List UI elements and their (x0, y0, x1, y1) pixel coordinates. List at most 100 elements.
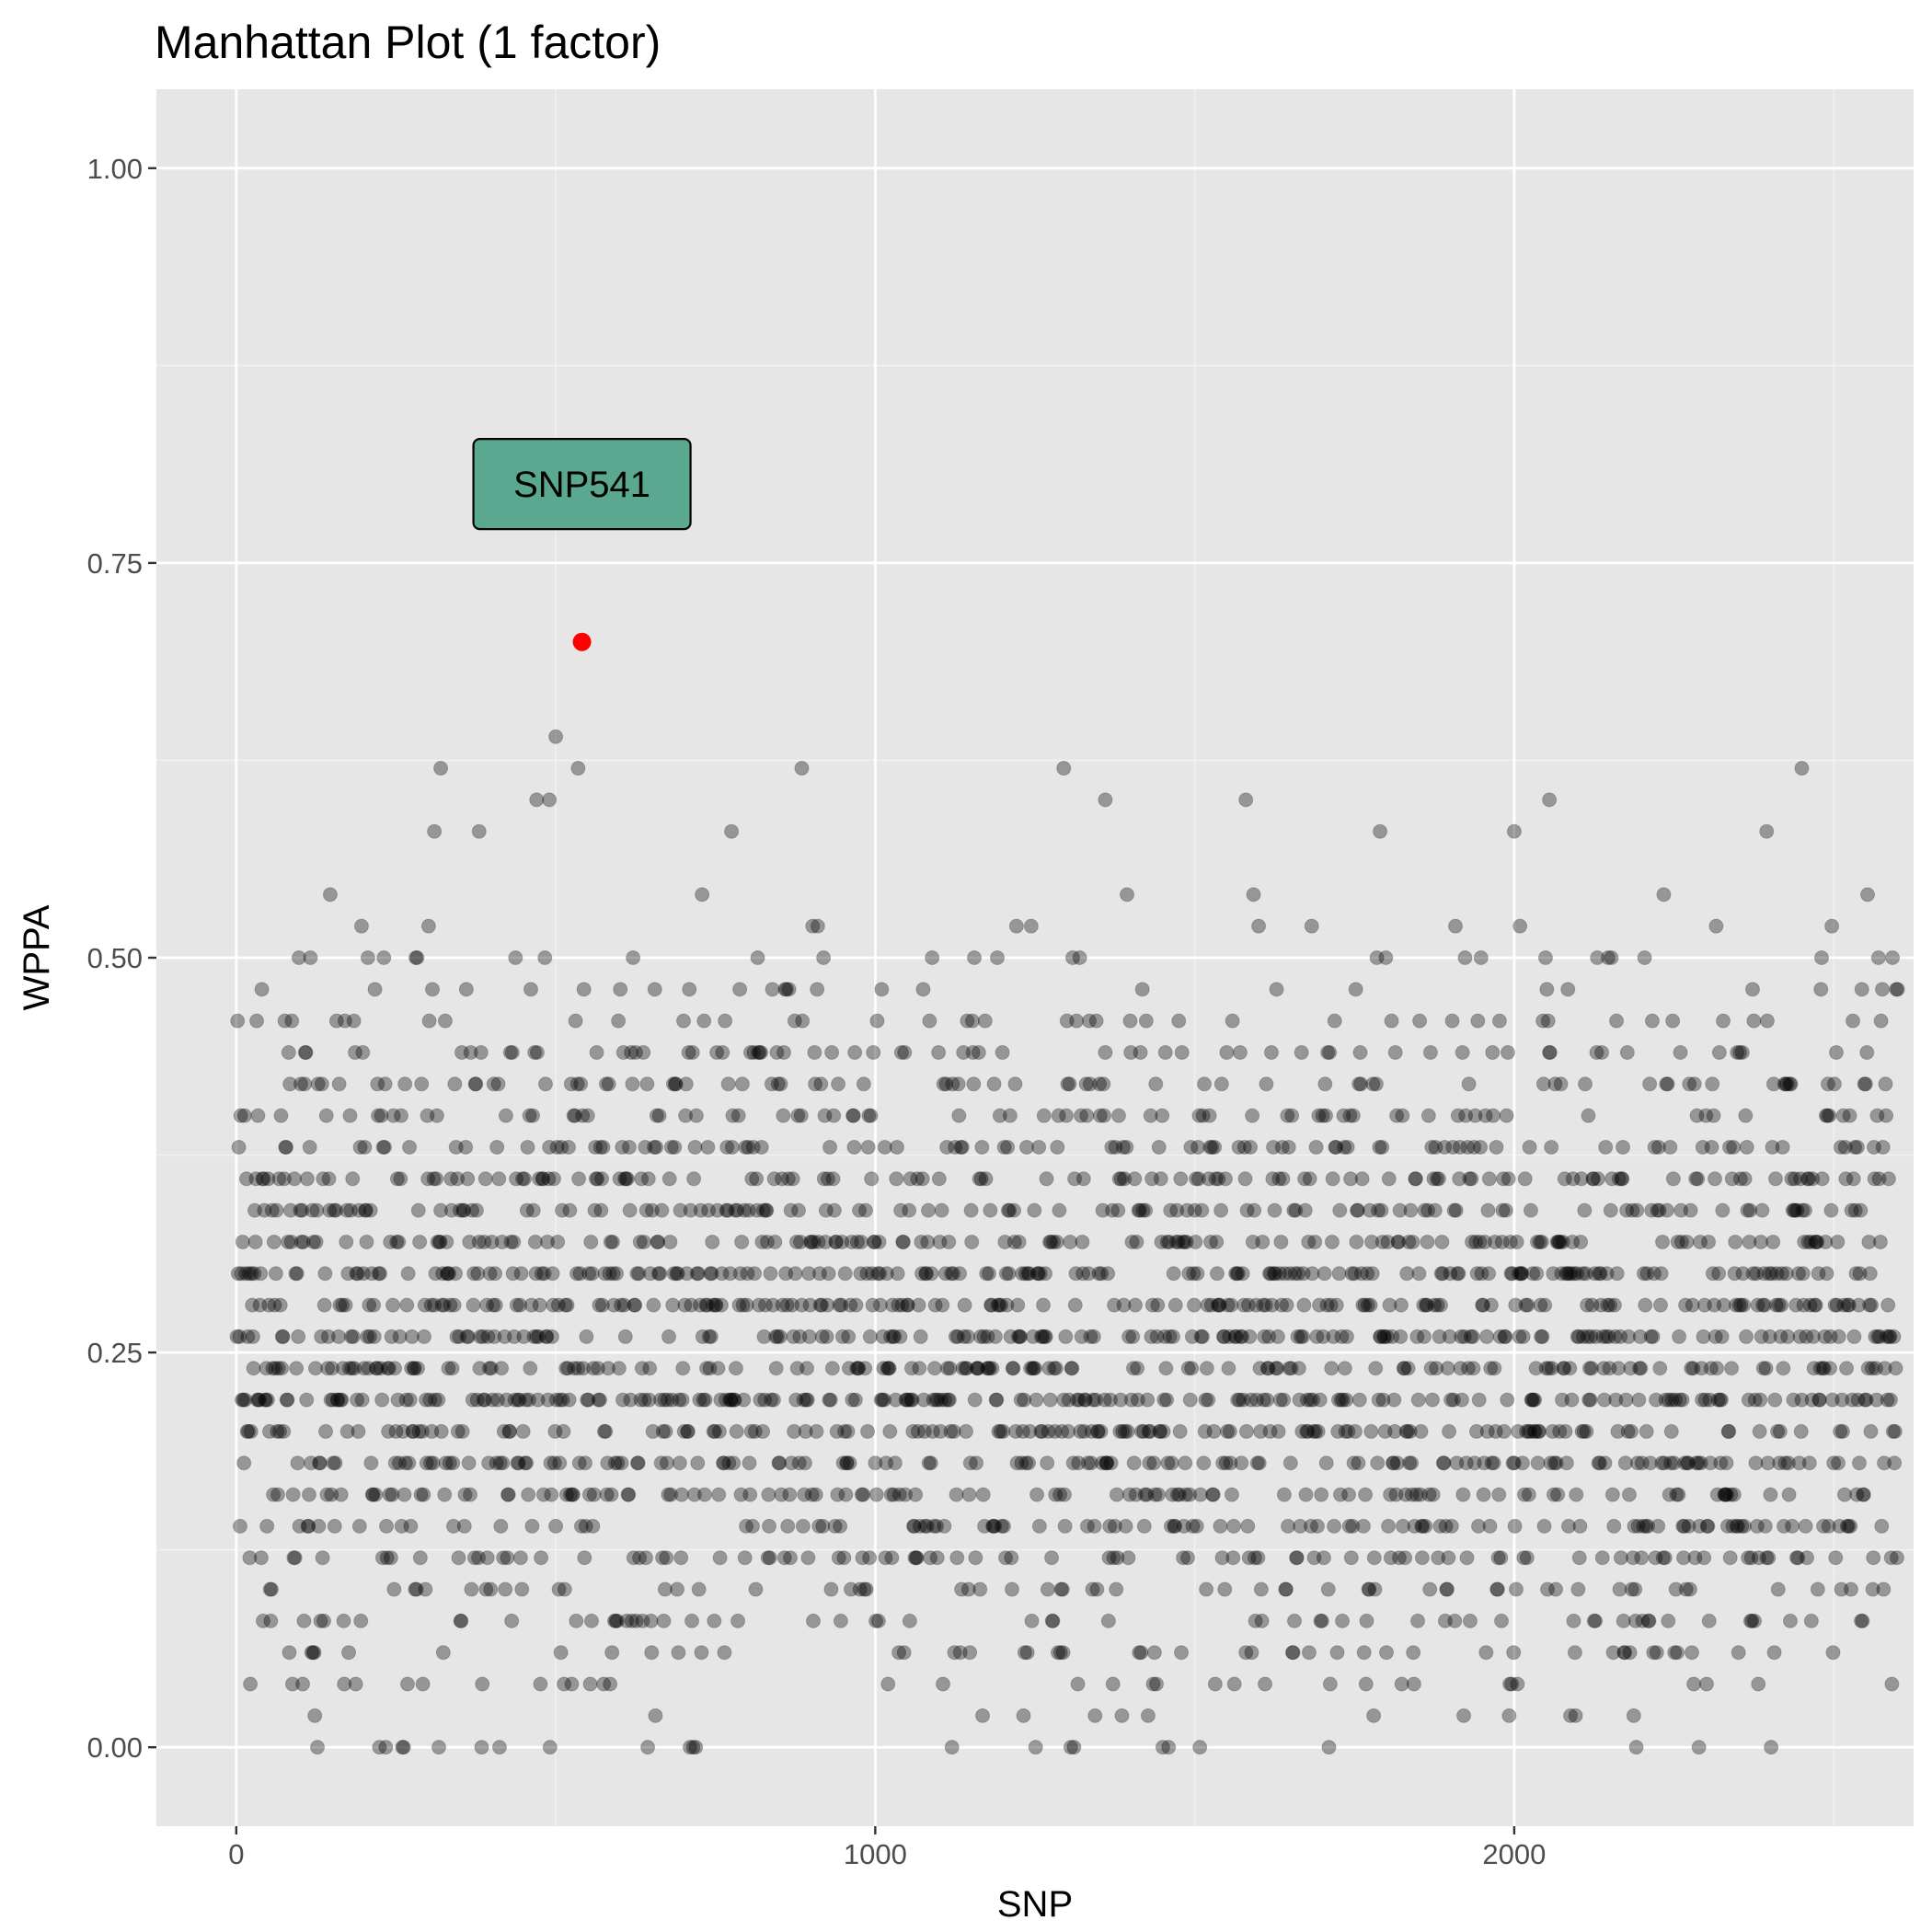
snp-point (1387, 1423, 1403, 1439)
snp-point (1445, 1392, 1461, 1408)
snp-point (1438, 1518, 1454, 1534)
snp-point (1543, 1455, 1558, 1471)
snp-point (273, 1108, 289, 1123)
snp-point (1293, 1518, 1308, 1534)
snp-point (842, 1455, 857, 1471)
snp-point (864, 1171, 880, 1187)
snp-point (752, 1044, 767, 1060)
snp-point (1028, 1361, 1042, 1376)
snp-point (1719, 1455, 1734, 1471)
snp-point (1667, 1645, 1683, 1661)
snp-point (539, 1328, 555, 1344)
snp-point (1778, 1266, 1794, 1282)
snp-point (1666, 1455, 1682, 1471)
snp-point (1040, 1455, 1055, 1471)
snp-point (880, 1361, 896, 1376)
snp-point (659, 1455, 674, 1471)
snp-point (1376, 1328, 1392, 1344)
snp-point (407, 1361, 422, 1376)
snp-point (1379, 1328, 1395, 1344)
snp-point (983, 1202, 998, 1218)
snp-point (1376, 1328, 1392, 1344)
snp-point (1452, 1171, 1467, 1187)
snp-point (713, 1297, 729, 1313)
snp-point (1732, 1171, 1748, 1187)
snp-point (311, 1518, 327, 1534)
snp-point (1008, 1423, 1024, 1439)
snp-point (1282, 1266, 1298, 1282)
snp-point (1217, 1581, 1233, 1597)
snp-point (401, 1455, 417, 1471)
snp-point (897, 1044, 913, 1060)
snp-point (516, 1328, 532, 1344)
snp-point (1318, 1108, 1334, 1123)
snp-point (921, 1455, 937, 1471)
snp-point (923, 1550, 938, 1566)
snp-point (633, 1392, 649, 1408)
snp-point (647, 1139, 662, 1155)
snp-point (1733, 1297, 1749, 1313)
snp-point (953, 1139, 969, 1155)
snp-point (1144, 1171, 1160, 1187)
snp-point (1472, 1234, 1488, 1249)
snp-point (1642, 1455, 1658, 1471)
snp-point (1304, 918, 1319, 934)
snp-point (1588, 1613, 1604, 1628)
snp-point (557, 1676, 572, 1692)
snp-point (1466, 1455, 1482, 1471)
snp-point (870, 1613, 886, 1628)
snp-point (1156, 1392, 1172, 1408)
snp-point (1516, 1550, 1532, 1566)
snp-point (1586, 1171, 1602, 1187)
snp-point (1002, 1108, 1018, 1123)
y-tick-label: 0.50 (87, 942, 143, 974)
snp-point-top (471, 823, 487, 839)
snp-point (982, 1361, 997, 1376)
snp-point (1795, 1202, 1811, 1218)
snp-point (258, 1392, 273, 1408)
snp-point (529, 1328, 545, 1344)
snp-point (242, 1550, 258, 1566)
snp-point (1323, 1297, 1339, 1313)
snp-point (1301, 1645, 1317, 1661)
snp-point (479, 1297, 495, 1313)
snp-point (871, 1234, 887, 1249)
snp-point (691, 1581, 707, 1597)
snp-point (1751, 1676, 1766, 1692)
snp-point (1340, 1423, 1356, 1439)
snp-point (1135, 1202, 1151, 1218)
snp-point (948, 1139, 963, 1155)
snp-point (370, 1076, 385, 1092)
snp-point (979, 1266, 995, 1282)
snp-point (270, 1361, 286, 1376)
snp-point (772, 1455, 788, 1471)
snp-point (1711, 1266, 1727, 1282)
snp-point (1754, 1234, 1769, 1249)
snp-point (826, 1202, 842, 1218)
snp-point (287, 1171, 303, 1187)
snp-point (1864, 1361, 1880, 1376)
snp-point (599, 1487, 615, 1502)
snp-point (357, 1139, 373, 1155)
snp-point (1381, 1171, 1397, 1187)
snp-point (1089, 1581, 1105, 1597)
snp-point (562, 1202, 578, 1218)
snp-point (1704, 1139, 1719, 1155)
snp-point (1388, 1487, 1404, 1502)
snp-point (433, 1423, 449, 1439)
snp-point (1192, 1740, 1208, 1755)
snp-point (533, 1676, 548, 1692)
snp-point (890, 1266, 905, 1282)
snp-point (1291, 1266, 1306, 1282)
snp-point (1553, 1076, 1569, 1092)
snp-point (1291, 1361, 1306, 1376)
snp-point (1482, 1518, 1498, 1534)
snp-point (1820, 1108, 1835, 1123)
snp-point (1390, 1234, 1406, 1249)
snp-point (1625, 1202, 1640, 1218)
snp-point (1485, 1044, 1501, 1060)
snp-point (1872, 1234, 1888, 1249)
snp-point (710, 1361, 726, 1376)
snp-point (390, 1392, 406, 1408)
snp-point (1432, 1328, 1447, 1344)
